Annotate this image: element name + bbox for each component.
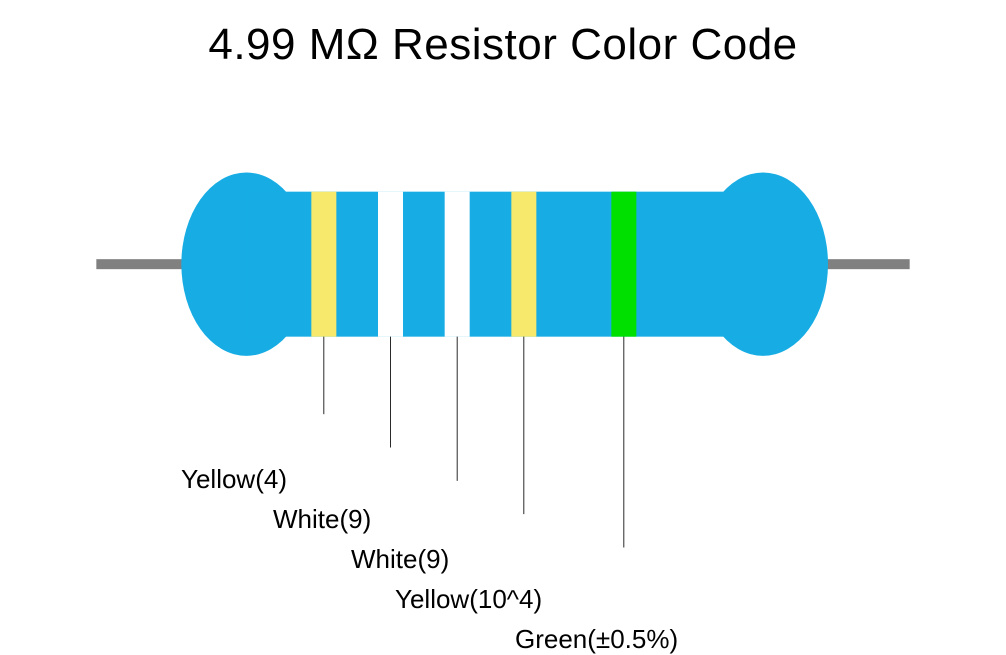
- band-2-label: White(9): [273, 504, 371, 535]
- band-3: [445, 192, 470, 337]
- band-2: [378, 192, 403, 337]
- resistor-diagram: [0, 85, 1006, 585]
- band-3-label: White(9): [351, 544, 449, 575]
- band-1-label: Yellow(4): [181, 464, 287, 495]
- band-1: [311, 192, 336, 337]
- band-4: [511, 192, 536, 337]
- page-title: 4.99 MΩ Resistor Color Code: [0, 0, 1006, 70]
- band-5-label: Green(±0.5%): [515, 624, 678, 655]
- lead-left: [96, 259, 189, 269]
- lead-right: [820, 259, 910, 269]
- band-5: [611, 192, 636, 337]
- band-4-label: Yellow(10^4): [395, 584, 542, 615]
